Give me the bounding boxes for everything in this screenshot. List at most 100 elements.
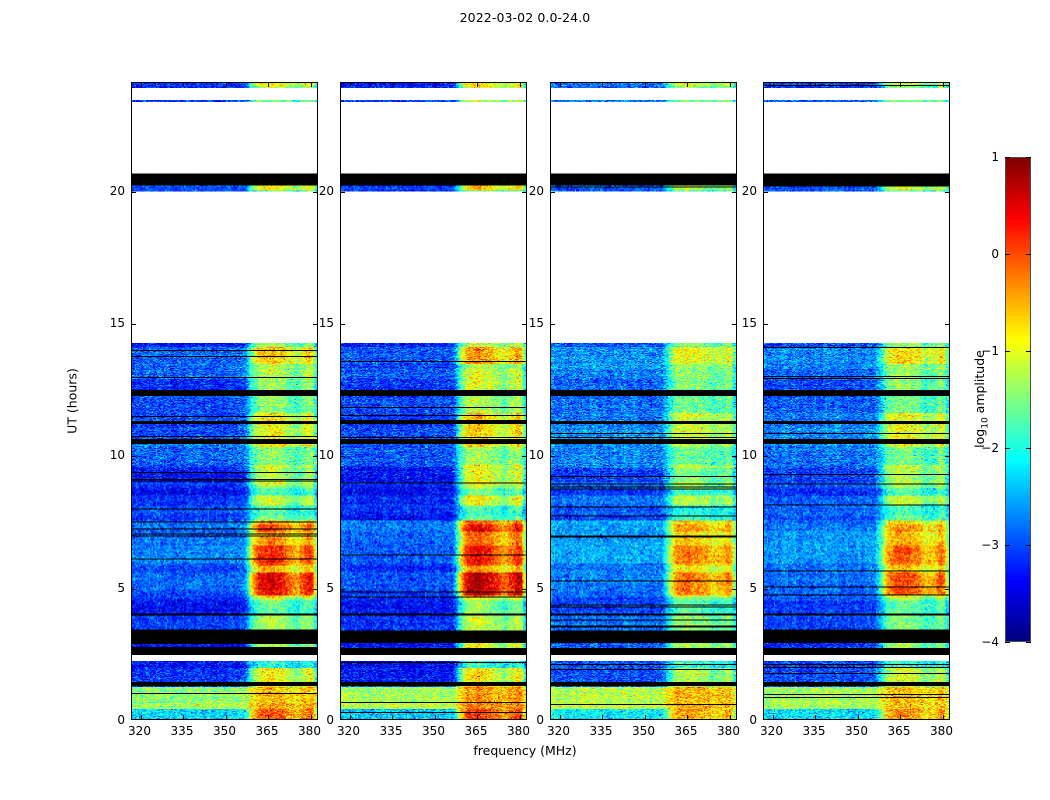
- y-tick-mark: [132, 191, 136, 193]
- x-tick-label: 350: [213, 724, 236, 738]
- y-tick-label: 20: [109, 183, 125, 198]
- y-tick-mark: [341, 456, 345, 458]
- x-tick-mark: [729, 83, 731, 87]
- x-tick-label: 380: [507, 724, 530, 738]
- x-tick-mark: [310, 83, 312, 87]
- y-tick-mark: [313, 456, 317, 458]
- y-tick-label: 15: [528, 315, 544, 330]
- y-tick-label: 10: [109, 448, 125, 463]
- x-tick-mark: [349, 83, 351, 87]
- colorbar-tick-mark: [1005, 448, 1010, 449]
- colorbar-tick-mark: [1026, 351, 1031, 352]
- y-tick-label: 20: [528, 183, 544, 198]
- colorbar-tick-label: −4: [981, 635, 999, 649]
- x-tick-label: 365: [255, 724, 279, 738]
- y-tick-mark: [551, 588, 555, 590]
- y-tick-mark: [313, 323, 317, 325]
- y-tick-mark: [764, 191, 768, 193]
- y-tick-mark: [732, 456, 736, 458]
- x-tick-mark: [183, 83, 184, 87]
- x-tick-mark: [857, 715, 859, 719]
- x-tick-label: 365: [464, 724, 488, 738]
- colorbar-tick-mark: [1005, 545, 1010, 546]
- y-tick-label: 15: [741, 315, 757, 330]
- y-tick-label: 5: [326, 580, 334, 595]
- waterfall-image-xy: [551, 83, 736, 719]
- x-tick-label: 380: [930, 724, 953, 738]
- x-tick-mark: [519, 715, 521, 719]
- y-tick-mark: [764, 456, 768, 458]
- x-tick-mark: [602, 715, 603, 719]
- x-tick-mark: [900, 715, 901, 719]
- x-tick-mark: [140, 715, 142, 719]
- x-tick-mark: [434, 715, 436, 719]
- x-tick-mark: [559, 715, 561, 719]
- colorbar[interactable]: [1005, 157, 1031, 642]
- figure-suptitle: 2022-03-02 0.0-24.0: [459, 10, 591, 25]
- y-tick-mark: [945, 588, 949, 590]
- waterfall-image-yy: [341, 83, 526, 719]
- x-tick-mark: [772, 715, 774, 719]
- y-tick-mark: [313, 588, 317, 590]
- x-tick-label: 335: [170, 724, 194, 738]
- y-tick-mark: [732, 588, 736, 590]
- colorbar-label-subscript: 10: [980, 417, 991, 429]
- colorbar-tick-mark: [1026, 545, 1031, 546]
- y-tick-mark: [522, 456, 526, 458]
- y-tick-mark: [132, 323, 136, 325]
- y-tick-mark: [945, 191, 949, 193]
- y-tick-label: 10: [528, 448, 544, 463]
- panel-xx[interactable]: XX, V10*V14=EA01*EA17: [131, 82, 318, 720]
- x-tick-mark: [815, 83, 816, 87]
- x-axis-label: frequency (MHz): [473, 743, 577, 758]
- y-tick-mark: [945, 323, 949, 325]
- x-tick-mark: [644, 715, 646, 719]
- colorbar-tick-label: −1: [981, 344, 999, 358]
- x-tick-mark: [942, 715, 944, 719]
- x-tick-mark: [559, 83, 561, 87]
- colorbar-tick-mark: [1005, 351, 1010, 352]
- y-axis-label: UT (hours): [64, 368, 80, 434]
- colorbar-tick-mark: [1026, 642, 1031, 643]
- y-tick-label: 10: [741, 448, 757, 463]
- x-tick-mark: [602, 83, 603, 87]
- colorbar-label-tail: amplitude: [971, 350, 987, 418]
- x-tick-mark: [392, 83, 393, 87]
- x-tick-mark: [434, 83, 436, 87]
- y-tick-label: 0: [536, 713, 544, 727]
- panel-xy[interactable]: XY, V10*V14=EA01*EA17: [550, 82, 737, 720]
- y-tick-label: 20: [318, 183, 334, 198]
- y-tick-mark: [732, 323, 736, 325]
- y-tick-label: 15: [109, 315, 125, 330]
- x-tick-mark: [140, 83, 142, 87]
- y-tick-mark: [341, 323, 345, 325]
- colorbar-tick-label: −3: [981, 538, 999, 552]
- y-tick-mark: [522, 588, 526, 590]
- x-tick-mark: [644, 83, 646, 87]
- panel-yy[interactable]: YY, V10*V14=EA01*EA17: [340, 82, 527, 720]
- y-tick-mark: [522, 191, 526, 193]
- x-tick-label: 320: [337, 724, 360, 738]
- colorbar-tick-label: 1: [991, 150, 999, 164]
- x-tick-mark: [729, 715, 731, 719]
- y-tick-label: 5: [117, 580, 125, 595]
- x-tick-label: 335: [589, 724, 613, 738]
- y-tick-label: 0: [117, 713, 125, 727]
- x-tick-label: 320: [760, 724, 783, 738]
- x-tick-mark: [477, 83, 478, 87]
- panel-yx[interactable]: YX, V10*V14=EA01*EA17: [763, 82, 950, 720]
- x-tick-mark: [225, 715, 227, 719]
- colorbar-label: log10 amplitude: [972, 350, 991, 448]
- y-tick-mark: [945, 456, 949, 458]
- x-tick-mark: [687, 83, 688, 87]
- y-tick-label: 20: [741, 183, 757, 198]
- colorbar-tick-mark: [1005, 254, 1010, 255]
- y-tick-mark: [341, 191, 345, 193]
- x-tick-mark: [942, 83, 944, 87]
- colorbar-tick-mark: [1026, 254, 1031, 255]
- y-tick-mark: [732, 191, 736, 193]
- x-tick-mark: [519, 83, 521, 87]
- x-tick-label: 320: [128, 724, 151, 738]
- y-tick-label: 5: [536, 580, 544, 595]
